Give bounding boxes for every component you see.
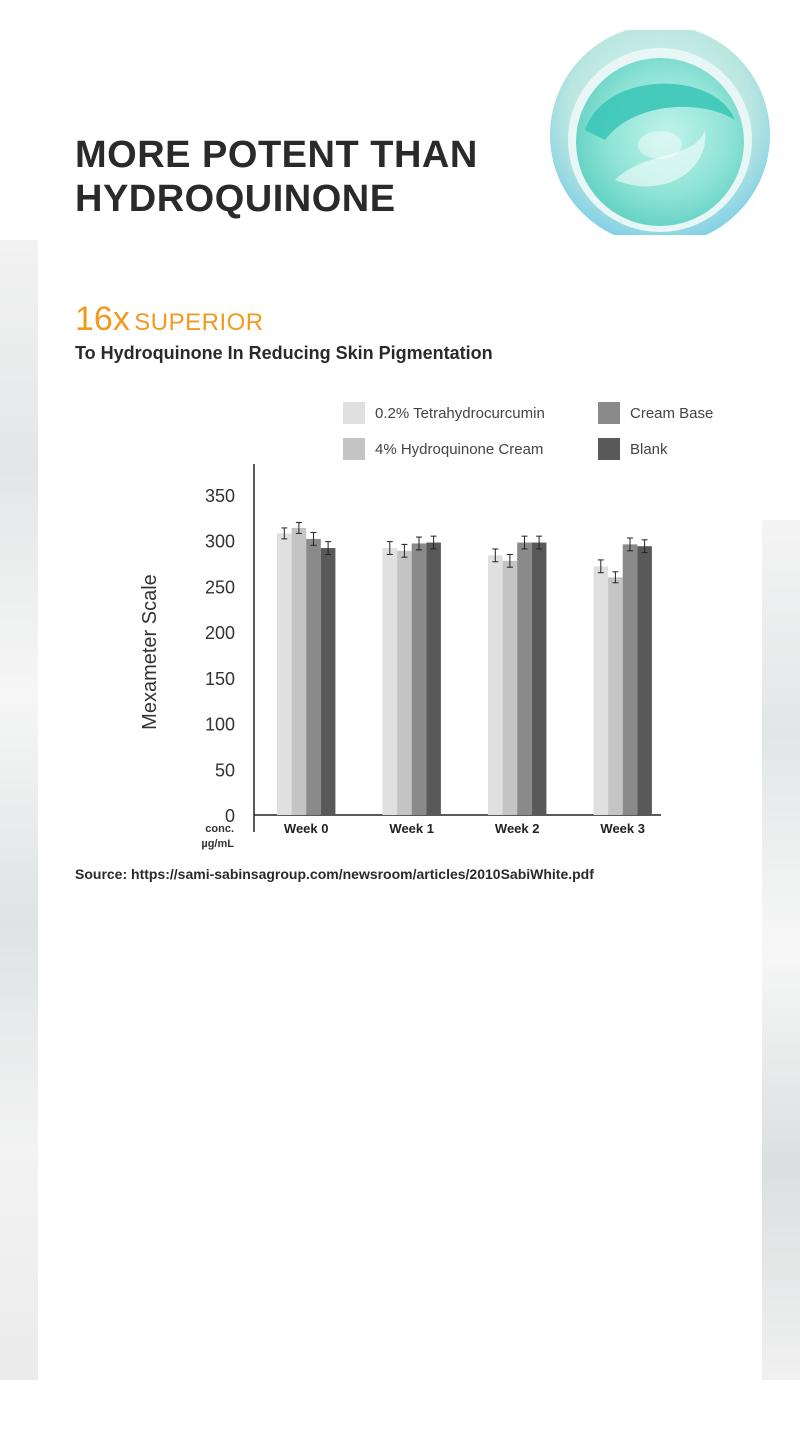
bar <box>397 550 412 815</box>
headline-line-2: HYDROQUINONE <box>75 178 396 220</box>
headline-line-1: MORE POTENT THAN <box>75 134 478 176</box>
y-tick-label: 50 <box>215 760 235 780</box>
legend-swatch <box>598 438 620 460</box>
legend-label: 0.2% Tetrahydrocurcumin <box>375 404 545 422</box>
bar <box>277 533 292 815</box>
legend-label: 4% Hydroquinone Cream <box>375 440 544 458</box>
legend-item-tetrahydrocurcumin: 0.2% Tetrahydrocurcumin <box>343 402 545 424</box>
legend-item-blank: Blank <box>598 438 668 460</box>
x-tick-label: Week 0 <box>284 821 329 836</box>
legend-item-cream-base: Cream Base <box>598 402 713 424</box>
y-tick-label: 0 <box>225 806 235 826</box>
bar <box>488 555 503 815</box>
bar <box>306 538 321 815</box>
bar <box>637 546 652 815</box>
bar <box>320 548 336 815</box>
legend-swatch <box>598 402 620 424</box>
superior-word: SUPERIOR <box>134 309 264 336</box>
legend-item-hydroquinone: 4% Hydroquinone Cream <box>343 438 543 460</box>
bar-chart: 0 50 100 150 200 250 300 350 Mexameter Scale conc… <box>139 464 661 850</box>
bar <box>382 548 398 815</box>
y-axis-label: Mexameter Scale <box>139 574 161 730</box>
bar <box>426 542 441 815</box>
x-tick-label: Week 2 <box>495 821 540 836</box>
bar <box>411 543 427 815</box>
bar <box>517 542 532 815</box>
subheading: To Hydroquinone In Reducing Skin Pigment… <box>75 343 493 363</box>
y-tick-label: 200 <box>205 623 235 643</box>
legend-label: Blank <box>630 440 668 458</box>
bar <box>502 560 518 815</box>
legend-swatch <box>343 402 365 424</box>
source-citation: Source: https://sami-sabinsagroup.com/ne… <box>75 866 594 882</box>
bar <box>531 542 547 815</box>
bar <box>608 577 623 815</box>
x-tick-label: Week 1 <box>389 821 434 836</box>
legend-swatch <box>343 438 365 460</box>
background-left-strip <box>0 240 38 1380</box>
x-tick-label: Week 3 <box>600 821 645 836</box>
x-unit-label: conc. <box>205 823 234 835</box>
bar <box>291 527 307 815</box>
legend-label: Cream Base <box>630 404 714 422</box>
superior-multiplier: 16x <box>75 300 130 338</box>
y-tick-label: 100 <box>205 715 235 735</box>
background-right-strip <box>762 520 800 1380</box>
cream-jar-image <box>545 30 775 240</box>
y-tick-label: 150 <box>205 669 235 689</box>
y-tick-label: 300 <box>205 532 235 552</box>
y-tick-label: 350 <box>205 486 235 506</box>
bar <box>622 544 638 815</box>
bar <box>593 566 609 815</box>
headline: MORE POTENT THAN HYDROQUINONE <box>75 133 478 221</box>
x-unit-label: µg/mL <box>201 838 234 850</box>
superior-callout: 16x SUPERIOR <box>75 300 264 339</box>
y-tick-label: 250 <box>205 577 235 597</box>
